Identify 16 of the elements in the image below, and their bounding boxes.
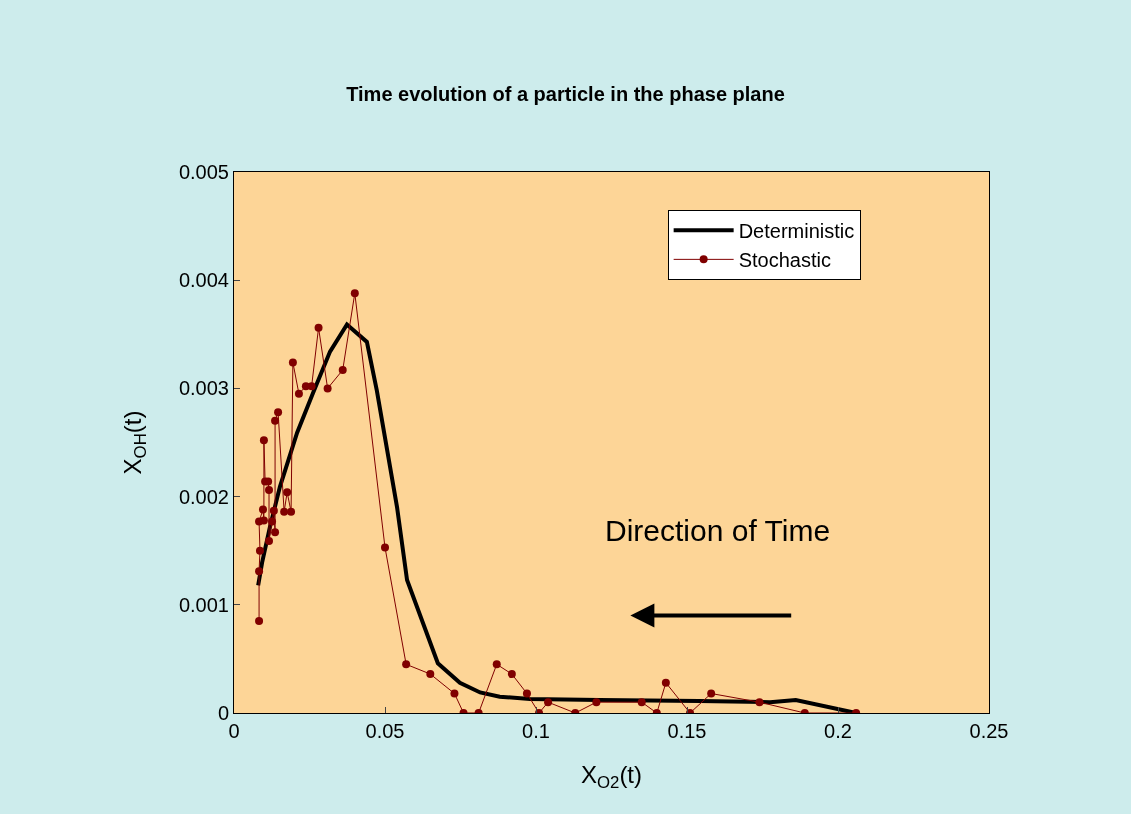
annotation: Direction of Time	[605, 514, 831, 547]
chart-title: Time evolution of a particle in the phase plane	[346, 82, 785, 105]
legend-label: Stochastic	[738, 249, 831, 272]
x-tick-label: 0.15	[667, 720, 707, 742]
y-tick-label: 0.003	[178, 377, 229, 400]
x-axis-title: X$_{O2}$(t)	[580, 761, 643, 793]
legend-label: Deterministic	[738, 220, 855, 243]
x-tick-label: 0.2	[824, 720, 852, 742]
x-tick-label: 0.25	[969, 720, 1009, 742]
y-tick-label: 0.001	[178, 593, 229, 616]
y-tick-label: 0.005	[178, 161, 229, 183]
y-tick-label: 0.002	[178, 485, 229, 508]
x-tick-label: 0.05	[365, 720, 405, 742]
y-tick-label: 0	[217, 702, 229, 724]
y-tick-label: 0.004	[178, 269, 229, 292]
x-tick-label: 0.1	[522, 720, 550, 742]
